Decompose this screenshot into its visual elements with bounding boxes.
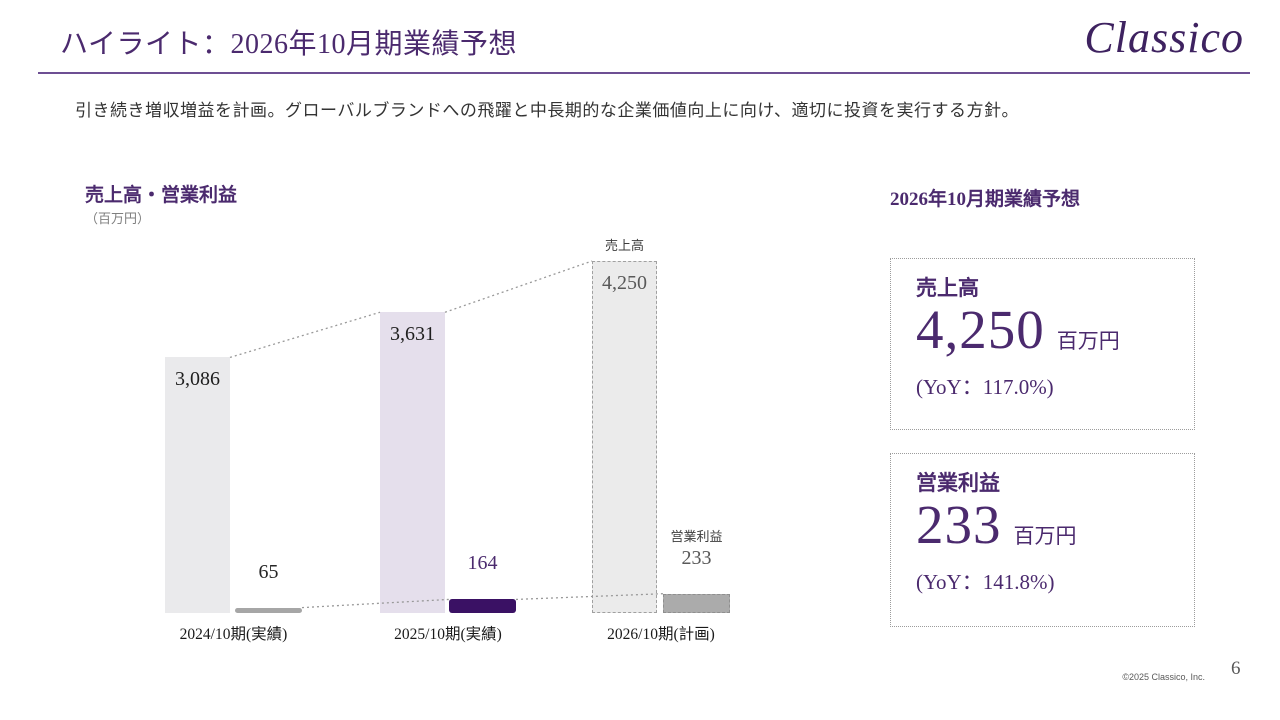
- profit-card-value: 233: [916, 494, 1002, 555]
- revenue-value-1: 3,631: [390, 323, 435, 346]
- revenue-bar-0: [165, 357, 230, 613]
- series-annotation-revenue: 売上高: [604, 238, 644, 253]
- sales-card-unit: 百万円: [1056, 329, 1120, 353]
- sales-card-value: 4,250: [916, 299, 1045, 360]
- profit-card-unit: 百万円: [1013, 524, 1077, 548]
- axis-label-0: 2024/10期(実績): [179, 626, 288, 643]
- profit-card-yoy: (YoY：141.8%): [916, 570, 1055, 594]
- axis-label-1: 2025/10期(実績): [394, 626, 502, 643]
- axis-label-2: 2026/10期(計画): [607, 626, 715, 643]
- sales-card-value-row: 4,250 百万円: [916, 301, 1194, 373]
- chart-unit-label: （百万円）: [85, 211, 151, 226]
- profit-card-label: 営業利益: [916, 471, 1000, 495]
- profit-bar-1: [449, 599, 516, 613]
- summary-statement: 引き続き増収増益を計画。グローバルブランドへの飛躍と中長期的な企業価値向上に向け…: [75, 101, 1019, 120]
- revenue-bar-1: [380, 312, 445, 613]
- profit-card-value-row: 233 百万円: [916, 496, 1194, 568]
- profit-value-0: 65: [258, 560, 279, 583]
- header-divider: [38, 72, 1250, 74]
- revenue-value-0: 3,086: [175, 368, 220, 391]
- series-annotation-profit: 営業利益: [670, 528, 723, 544]
- sales-forecast-card: 売上高 4,250 百万円 (YoY：117.0%): [890, 258, 1195, 430]
- page-number: 6: [1231, 658, 1241, 679]
- sales-card-yoy: (YoY：117.0%): [916, 375, 1054, 399]
- company-logo: Classico: [1084, 13, 1244, 62]
- sales-card-label: 売上高: [916, 276, 979, 300]
- profit-bar-0: [235, 607, 302, 613]
- profit-value-2: 233: [681, 546, 712, 569]
- profit-forecast-card: 営業利益 233 百万円 (YoY：141.8%): [890, 453, 1195, 627]
- revenue-bar-2: [592, 261, 657, 613]
- revenue-value-2: 4,250: [602, 272, 647, 294]
- page-title: ハイライト：2026年10月期業績予想: [60, 29, 517, 60]
- profit-bar-2: [663, 593, 730, 613]
- forecast-panel-heading: 2026年10月期業績予想: [890, 189, 1081, 210]
- copyright-notice: ©2025 Classico, Inc.: [1122, 672, 1205, 682]
- profit-value-1: 164: [467, 552, 498, 575]
- chart-title: 売上高・営業利益: [85, 185, 238, 206]
